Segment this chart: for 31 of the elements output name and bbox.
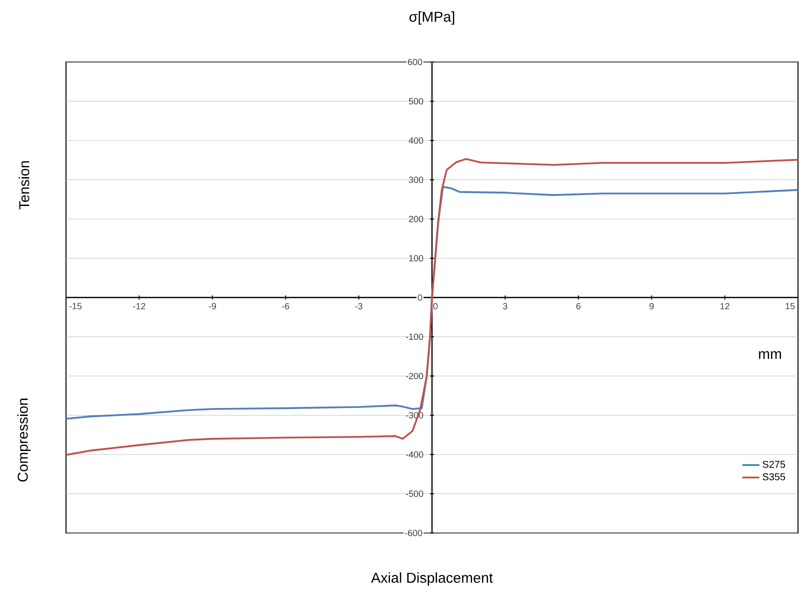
y-tick-label: 500 [408, 98, 424, 104]
text: Tension [18, 161, 30, 210]
x-tick-label: 12 [720, 303, 730, 310]
y-tick-label: -500 [406, 490, 424, 497]
legend-label: S355 [762, 473, 786, 480]
y-tick-label: -400 [406, 451, 424, 458]
x-tick-label: 9 [650, 303, 654, 310]
y-tick-label: 100 [409, 255, 424, 262]
x-axis-title: Axial Displacement [371, 572, 493, 586]
x-tick-label: 6 [576, 303, 581, 310]
y-tick-label: -100 [406, 334, 424, 340]
x-tick-label: 0 [433, 303, 438, 310]
y-tick-label: 0 [418, 294, 422, 301]
y-tick-label: -600 [404, 530, 422, 536]
y-tick-label: 200 [408, 216, 424, 222]
y-tick-label: -200 [406, 372, 424, 380]
y-tick-label: 300 [408, 176, 424, 183]
y-tick-label: 400 [408, 137, 424, 144]
x-tick-label: -6 [282, 303, 290, 310]
x-tick-label: -12 [133, 303, 146, 310]
x-tick-label: -15 [69, 303, 82, 310]
legend-label: S275 [762, 460, 786, 468]
line-series [65, 158, 799, 456]
x-tick-label: -9 [208, 303, 216, 310]
y-tick-label: 600 [408, 58, 422, 66]
annotation: mm [759, 351, 782, 359]
y-axis-title: σ[MPa] [409, 11, 454, 25]
x-tick-label: 3 [503, 303, 508, 310]
x-tick-label: -3 [355, 303, 362, 310]
x-tick-label: 15 [786, 303, 795, 310]
text: Compression [17, 398, 31, 482]
